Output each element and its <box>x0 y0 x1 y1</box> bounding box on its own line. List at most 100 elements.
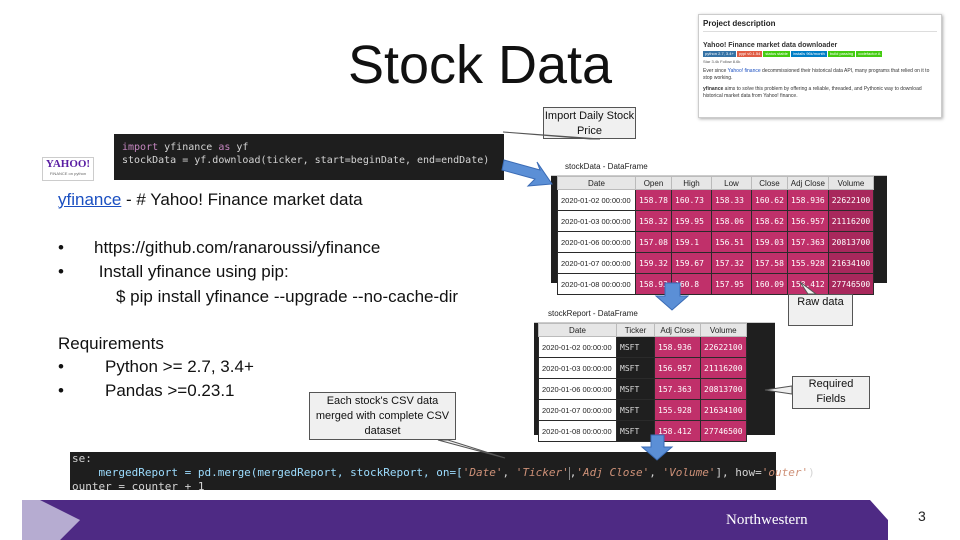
page-number: 3 <box>918 508 926 524</box>
column-header[interactable]: Open <box>635 176 672 190</box>
table-cell[interactable]: 21116200 <box>827 210 875 232</box>
bullet-github: • https://github.com/ranaroussi/yfinance <box>58 238 381 257</box>
callout-required-fields: Required Fields <box>792 376 870 409</box>
table-cell[interactable]: 20813700 <box>700 378 747 400</box>
project-badge: codefactor A <box>856 51 883 57</box>
table-cell[interactable]: 158.33 <box>711 189 752 211</box>
code-keyword: import <box>122 142 159 153</box>
project-paragraph-2: yfinance aims to solve this problem by o… <box>703 86 922 99</box>
table-cell[interactable]: 2020-01-03 00:00:00 <box>557 210 636 232</box>
table-cell[interactable]: 2020-01-08 00:00:00 <box>538 420 617 442</box>
callout-raw-data: Raw data <box>788 294 853 326</box>
requirements-heading: Requirements <box>58 334 164 353</box>
bullet-python: • Python >= 2.7, 3.4+ <box>58 357 254 376</box>
table-cell[interactable]: 158.412 <box>787 273 829 295</box>
callout-merged-dataset: Each stock's CSV data merged with comple… <box>309 392 456 440</box>
table-cell[interactable]: 21634100 <box>700 399 747 421</box>
stockdata-dataframe: stockData - DataFrame Date Open High Low Clo… <box>551 158 887 295</box>
slide-title: Stock Data <box>347 35 613 95</box>
callout-required-pointer <box>764 385 793 395</box>
arrow-code-to-dataframe <box>501 159 553 187</box>
table-cell[interactable]: 22622100 <box>700 336 747 358</box>
table-cell[interactable]: 159.1 <box>671 231 712 253</box>
table-cell[interactable]: 2020-01-02 00:00:00 <box>538 336 617 358</box>
footer-bar <box>40 500 888 540</box>
bullet-install: • Install yfinance using pip: <box>58 262 289 281</box>
project-subtitle: Yahoo! Finance market data downloader <box>703 42 838 49</box>
table-cell[interactable]: 159.67 <box>671 252 712 274</box>
table-row[interactable]: 2020-01-02 00:00:00 MSFT 158.936 22622100 <box>538 336 747 358</box>
stockdata-table: Date Open High Low Close Adj Close Volume 2020-… <box>557 176 875 295</box>
arrow-stockdata-to-report <box>654 282 690 311</box>
code-snippet-import: import yfinance as yf stockData = yf.dow… <box>114 134 504 180</box>
stockreport-dataframe: stockReport - DataFrame Date Ticker Adj Cl… <box>534 305 775 442</box>
yfinance-link[interactable]: yfinance <box>58 190 122 209</box>
table-cell[interactable]: 160.09 <box>751 273 788 295</box>
table-cell[interactable]: 21634100 <box>827 252 875 274</box>
column-header[interactable]: Adj Close <box>787 176 829 190</box>
table-cell[interactable]: 2020-01-02 00:00:00 <box>557 189 636 211</box>
table-cell[interactable]: 155.928 <box>787 252 829 274</box>
table-cell[interactable]: 2020-01-06 00:00:00 <box>557 231 636 253</box>
table-row[interactable]: 2020-01-03 00:00:00 158.32 159.95 158.06 158… <box>557 210 875 232</box>
project-badge: status stable <box>763 51 790 57</box>
table-cell[interactable]: 27746500 <box>700 420 747 442</box>
stockreport-title: stockReport - DataFrame <box>534 305 775 323</box>
table-cell[interactable]: 158.936 <box>787 189 829 211</box>
table-cell[interactable]: 158.62 <box>751 210 788 232</box>
code-alias: yf <box>230 142 249 153</box>
star-follow-row: Star 3.4k Follow 8.6k <box>703 59 741 64</box>
table-cell[interactable]: 158.78 <box>635 189 672 211</box>
table-cell[interactable]: 160.73 <box>671 189 712 211</box>
code-download-line: stockData = yf.download(ticker, start=be… <box>122 155 490 166</box>
table-row[interactable]: 2020-01-07 00:00:00 MSFT 155.928 21634100 <box>538 399 747 421</box>
table-cell[interactable]: 157.363 <box>654 378 701 400</box>
table-cell[interactable]: 156.957 <box>654 357 701 379</box>
stockdata-title: stockData - DataFrame <box>551 158 887 176</box>
table-cell[interactable]: 157.95 <box>711 273 752 295</box>
column-header[interactable]: Close <box>751 176 788 190</box>
table-cell[interactable]: 157.08 <box>635 231 672 253</box>
column-header[interactable]: Ticker <box>616 323 655 337</box>
table-cell[interactable]: 158.93 <box>635 273 672 295</box>
table-cell[interactable]: 158.412 <box>654 420 701 442</box>
project-heading: Project description <box>703 19 937 32</box>
pip-command: $ pip install yfinance --upgrade --no-ca… <box>116 287 459 306</box>
column-header[interactable]: Volume <box>700 323 747 337</box>
column-header[interactable]: Date <box>538 323 617 337</box>
table-cell[interactable]: 158.936 <box>654 336 701 358</box>
table-cell[interactable]: 27746500 <box>827 273 875 295</box>
table-cell[interactable]: 21116200 <box>700 357 747 379</box>
table-row[interactable]: 2020-01-02 00:00:00 158.78 160.73 158.33 160… <box>557 189 875 211</box>
project-badge: pypi v0.1.54 <box>736 51 763 57</box>
arrow-report-to-merge <box>640 434 674 461</box>
table-cell[interactable]: 155.928 <box>654 399 701 421</box>
project-description-panel: Project description Yahoo! Finance marke… <box>698 14 942 118</box>
table-cell[interactable]: 2020-01-08 00:00:00 <box>557 273 636 295</box>
code-merge-line: mergedReport = pd.merge(mergedReport, st… <box>72 466 815 480</box>
table-cell[interactable]: MSFT <box>616 357 655 379</box>
stockreport-table: Date Ticker Adj Close Volume 2020-01-02 00:0… <box>538 323 747 442</box>
table-cell[interactable]: 157.58 <box>751 252 788 274</box>
callout-import-pointer <box>502 131 601 140</box>
table-cell[interactable]: 159.03 <box>751 231 788 253</box>
table-row[interactable]: 2020-01-08 00:00:00 MSFT 158.412 27746500 <box>538 420 747 442</box>
table-cell[interactable]: MSFT <box>616 378 655 400</box>
project-badge: python 2.7, 3.4+ <box>703 51 736 57</box>
code-module: yfinance <box>158 142 219 153</box>
code-keyword: as <box>218 142 231 153</box>
bullet-pandas: • Pandas >=0.23.1 <box>58 381 235 400</box>
badge-row: python 2.7, 3.4+ pypi v0.1.54 status stabl… <box>703 51 937 57</box>
table-cell[interactable]: 157.32 <box>711 252 752 274</box>
callout-raw-pointer <box>799 281 818 295</box>
table-row[interactable]: 2020-01-03 00:00:00 MSFT 156.957 21116200 <box>538 357 747 379</box>
callout-merged-pointer <box>437 439 506 459</box>
yahoo-finance-logo: YAHOO! FINANCE on python <box>42 157 94 181</box>
table-cell[interactable]: MSFT <box>616 399 655 421</box>
column-header[interactable]: High <box>671 176 712 190</box>
yfinance-description: yfinance - # Yahoo! Finance market data <box>58 190 363 209</box>
table-row[interactable]: 2020-01-08 00:00:00 158.93 160.8 157.95 160.… <box>557 273 875 295</box>
table-row[interactable]: 2020-01-06 00:00:00 MSFT 157.363 20813700 <box>538 378 747 400</box>
